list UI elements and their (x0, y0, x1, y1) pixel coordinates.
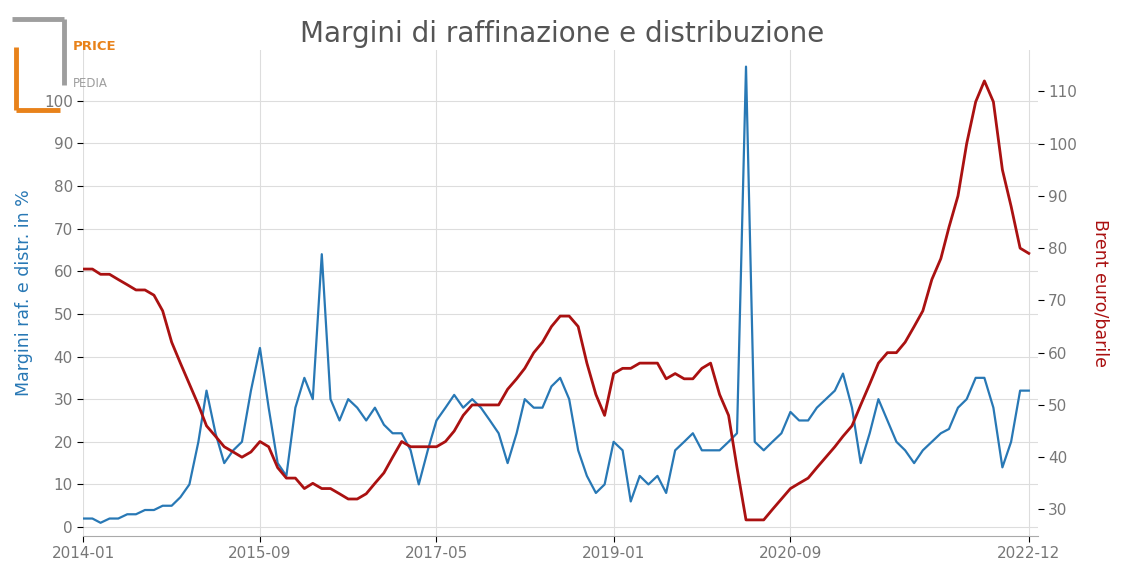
Text: PRICE: PRICE (73, 40, 117, 52)
Y-axis label: Margini raf. e distr. in %: Margini raf. e distr. in % (15, 189, 33, 396)
Text: Margini di raffinazione e distribuzione: Margini di raffinazione e distribuzione (300, 20, 824, 48)
Text: PEDIA: PEDIA (73, 77, 108, 90)
Y-axis label: Brent euro/barile: Brent euro/barile (1091, 218, 1109, 366)
